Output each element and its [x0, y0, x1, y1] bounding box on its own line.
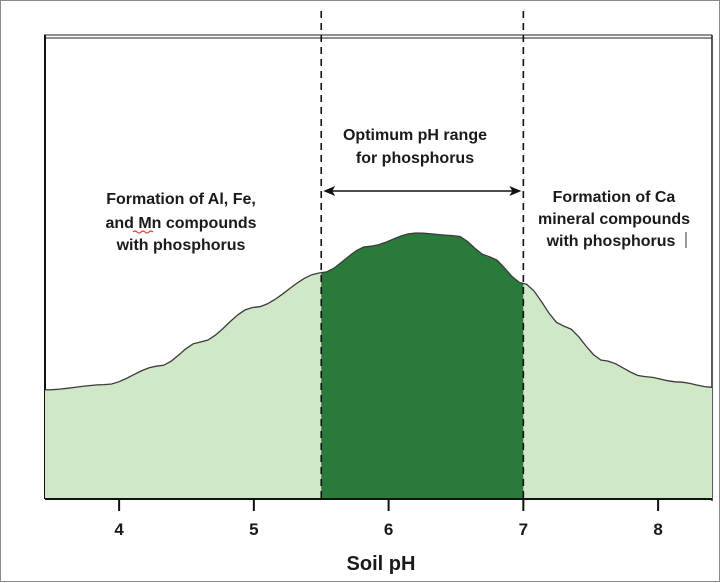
x-tick-label-7: 7 — [519, 520, 528, 539]
outer-area-left — [45, 272, 322, 499]
right-annotation: Formation of Ca mineral compounds with p… — [538, 189, 690, 250]
outer-area-right — [523, 283, 712, 499]
x-axis-label: Soil pH — [347, 553, 416, 575]
availability-curve — [44, 232, 713, 391]
arrow-right-head — [509, 186, 522, 196]
left-annotation-line-1: Formation of Al, Fe, — [106, 191, 256, 208]
center-annotation-line-2: for phosphorus — [356, 150, 474, 167]
arrow-left-head — [323, 186, 336, 196]
center-annotation: Optimum pH range for phosphorus — [343, 127, 487, 167]
right-annotation-line-1: Formation of Ca — [553, 189, 676, 206]
x-axis-ticks: 4 5 6 7 8 — [114, 499, 663, 539]
spellcheck-underline — [132, 230, 154, 234]
left-annotation: Formation of Al, Fe, and Mn compounds wi… — [105, 191, 256, 254]
right-annotation-line-3: with phosphorus — [546, 233, 676, 250]
left-annotation-line-3: with phosphorus — [116, 237, 246, 254]
optimum-area — [321, 233, 524, 499]
right-annotation-line-2: mineral compounds — [538, 211, 690, 228]
x-tick-label-5: 5 — [249, 520, 258, 539]
left-annotation-line-2: and Mn compounds — [105, 215, 256, 232]
x-tick-label-4: 4 — [114, 520, 124, 539]
x-tick-label-6: 6 — [384, 520, 393, 539]
x-tick-label-8: 8 — [653, 520, 662, 539]
center-annotation-line-1: Optimum pH range — [343, 127, 487, 144]
